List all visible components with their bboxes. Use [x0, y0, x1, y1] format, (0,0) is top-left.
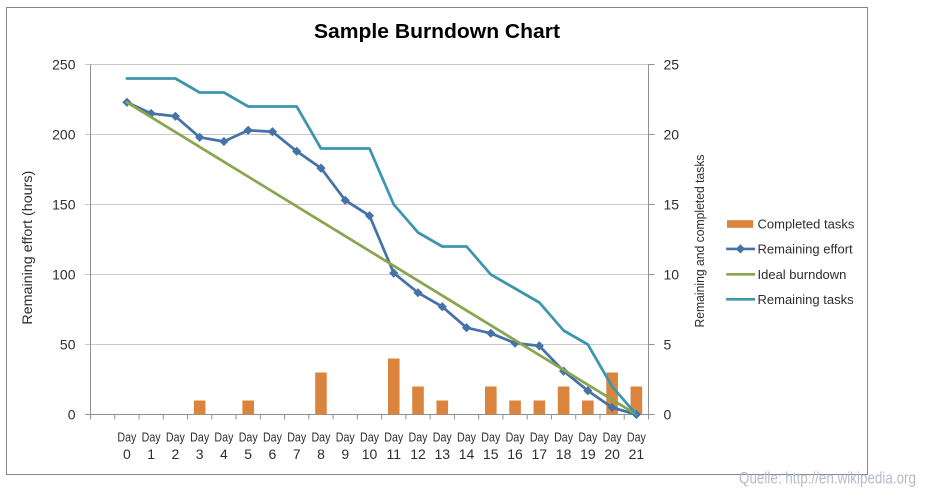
svg-text:Day: Day [506, 431, 526, 445]
svg-text:16: 16 [507, 446, 523, 462]
svg-text:15: 15 [483, 446, 499, 462]
svg-text:1: 1 [147, 446, 155, 462]
svg-text:Remaining effort (hours): Remaining effort (hours) [20, 171, 35, 325]
svg-text:Day: Day [166, 431, 186, 445]
svg-text:200: 200 [52, 127, 76, 143]
svg-text:19: 19 [580, 446, 596, 462]
svg-text:150: 150 [52, 197, 76, 213]
svg-text:Sample Burndown Chart: Sample Burndown Chart [314, 21, 560, 43]
svg-text:Day: Day [190, 431, 210, 445]
svg-text:Day: Day [554, 431, 574, 445]
svg-text:12: 12 [410, 446, 426, 462]
svg-text:8: 8 [317, 446, 325, 462]
svg-text:Day: Day [311, 431, 331, 445]
svg-text:Ideal burndown: Ideal burndown [758, 267, 847, 282]
svg-text:Day: Day [287, 431, 307, 445]
svg-text:20: 20 [604, 446, 620, 462]
svg-text:25: 25 [664, 57, 680, 73]
svg-text:Day: Day [627, 431, 647, 445]
svg-text:Day: Day [214, 431, 234, 445]
svg-text:5: 5 [244, 446, 252, 462]
svg-text:4: 4 [220, 446, 228, 462]
svg-text:15: 15 [664, 197, 680, 213]
svg-text:3: 3 [196, 446, 204, 462]
svg-text:18: 18 [556, 446, 572, 462]
svg-text:Day: Day [603, 431, 623, 445]
svg-text:Remaining tasks: Remaining tasks [758, 292, 855, 307]
svg-text:Day: Day [384, 431, 404, 445]
svg-text:Completed tasks: Completed tasks [758, 217, 855, 232]
svg-text:20: 20 [664, 127, 680, 143]
svg-text:Day: Day [360, 431, 380, 445]
svg-text:Day: Day [433, 431, 453, 445]
svg-text:2: 2 [172, 446, 180, 462]
svg-text:100: 100 [52, 267, 76, 283]
svg-text:0: 0 [664, 407, 672, 423]
svg-text:9: 9 [341, 446, 349, 462]
svg-text:Quelle: http://en.wikipedia.or: Quelle: http://en.wikipedia.org [739, 468, 916, 487]
svg-text:Day: Day [239, 431, 259, 445]
svg-text:14: 14 [459, 446, 475, 462]
svg-text:Day: Day [142, 431, 162, 445]
svg-text:0: 0 [123, 446, 131, 462]
svg-text:Day: Day [117, 431, 137, 445]
svg-text:Day: Day [481, 431, 501, 445]
svg-text:Remaining effort: Remaining effort [758, 242, 854, 257]
svg-text:Day: Day [578, 431, 598, 445]
svg-text:21: 21 [629, 446, 645, 462]
svg-text:10: 10 [362, 446, 378, 462]
svg-text:Day: Day [263, 431, 283, 445]
svg-text:13: 13 [434, 446, 450, 462]
svg-text:Day: Day [457, 431, 477, 445]
svg-text:50: 50 [60, 337, 76, 353]
svg-text:0: 0 [68, 407, 76, 423]
svg-text:7: 7 [293, 446, 301, 462]
svg-text:Remaining and completed tasks: Remaining and completed tasks [692, 154, 707, 327]
svg-text:Day: Day [336, 431, 356, 445]
svg-text:11: 11 [386, 446, 401, 462]
svg-text:6: 6 [269, 446, 277, 462]
svg-text:Day: Day [530, 431, 550, 445]
svg-text:10: 10 [664, 267, 680, 283]
svg-text:250: 250 [52, 57, 76, 73]
svg-text:17: 17 [532, 446, 548, 462]
svg-text:5: 5 [664, 337, 672, 353]
svg-text:Day: Day [409, 431, 429, 445]
